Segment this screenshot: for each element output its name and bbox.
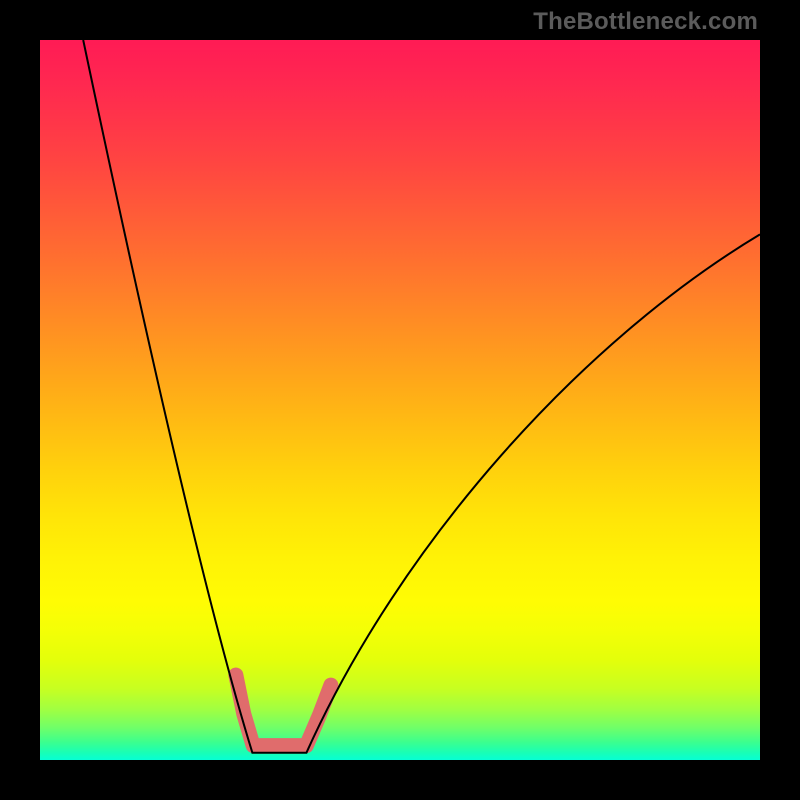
chart-svg bbox=[40, 40, 760, 760]
frame: TheBottleneck.com bbox=[0, 0, 800, 800]
plot-area bbox=[40, 40, 760, 760]
watermark-text: TheBottleneck.com bbox=[533, 8, 758, 36]
bottleneck-highlight bbox=[236, 675, 331, 746]
bottleneck-curve bbox=[83, 40, 760, 753]
